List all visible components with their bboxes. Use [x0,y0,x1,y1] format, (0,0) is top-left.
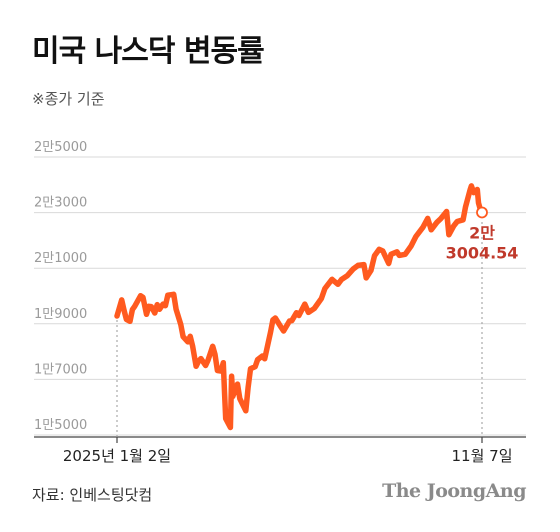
y-tick-label: 2만1000 [34,251,87,266]
y-tick-label: 1만7000 [34,362,87,377]
x-tick-label: 2025년 1월 2일 [63,447,171,465]
y-tick-label: 2만5000 [34,140,87,155]
y-tick-label: 1만5000 [34,418,87,433]
series-line [114,183,485,431]
label-layer: 1만5000 1만7000 1만9000 2만1000 2만3000 2만5000 2025… [34,140,518,465]
grid-layer [34,156,526,438]
end-value-label: 3004.54 [446,243,519,262]
chart-subtitle: ※종가 기준 [32,90,105,108]
end-value-label: 2만 [469,223,495,242]
series-layer [114,183,488,431]
source-text: 자료: 인베스팅닷컴 [32,486,153,504]
y-tick-label: 1만9000 [34,307,87,322]
y-tick-label: 2만3000 [34,196,87,211]
x-tick-label: 11월 7일 [452,447,513,465]
chart-title: 미국 나스닥 변동률 [32,34,265,69]
x-guide-layer [116,222,483,443]
joongang-logo: The JoongAng [382,480,526,502]
end-point-marker [476,206,488,219]
